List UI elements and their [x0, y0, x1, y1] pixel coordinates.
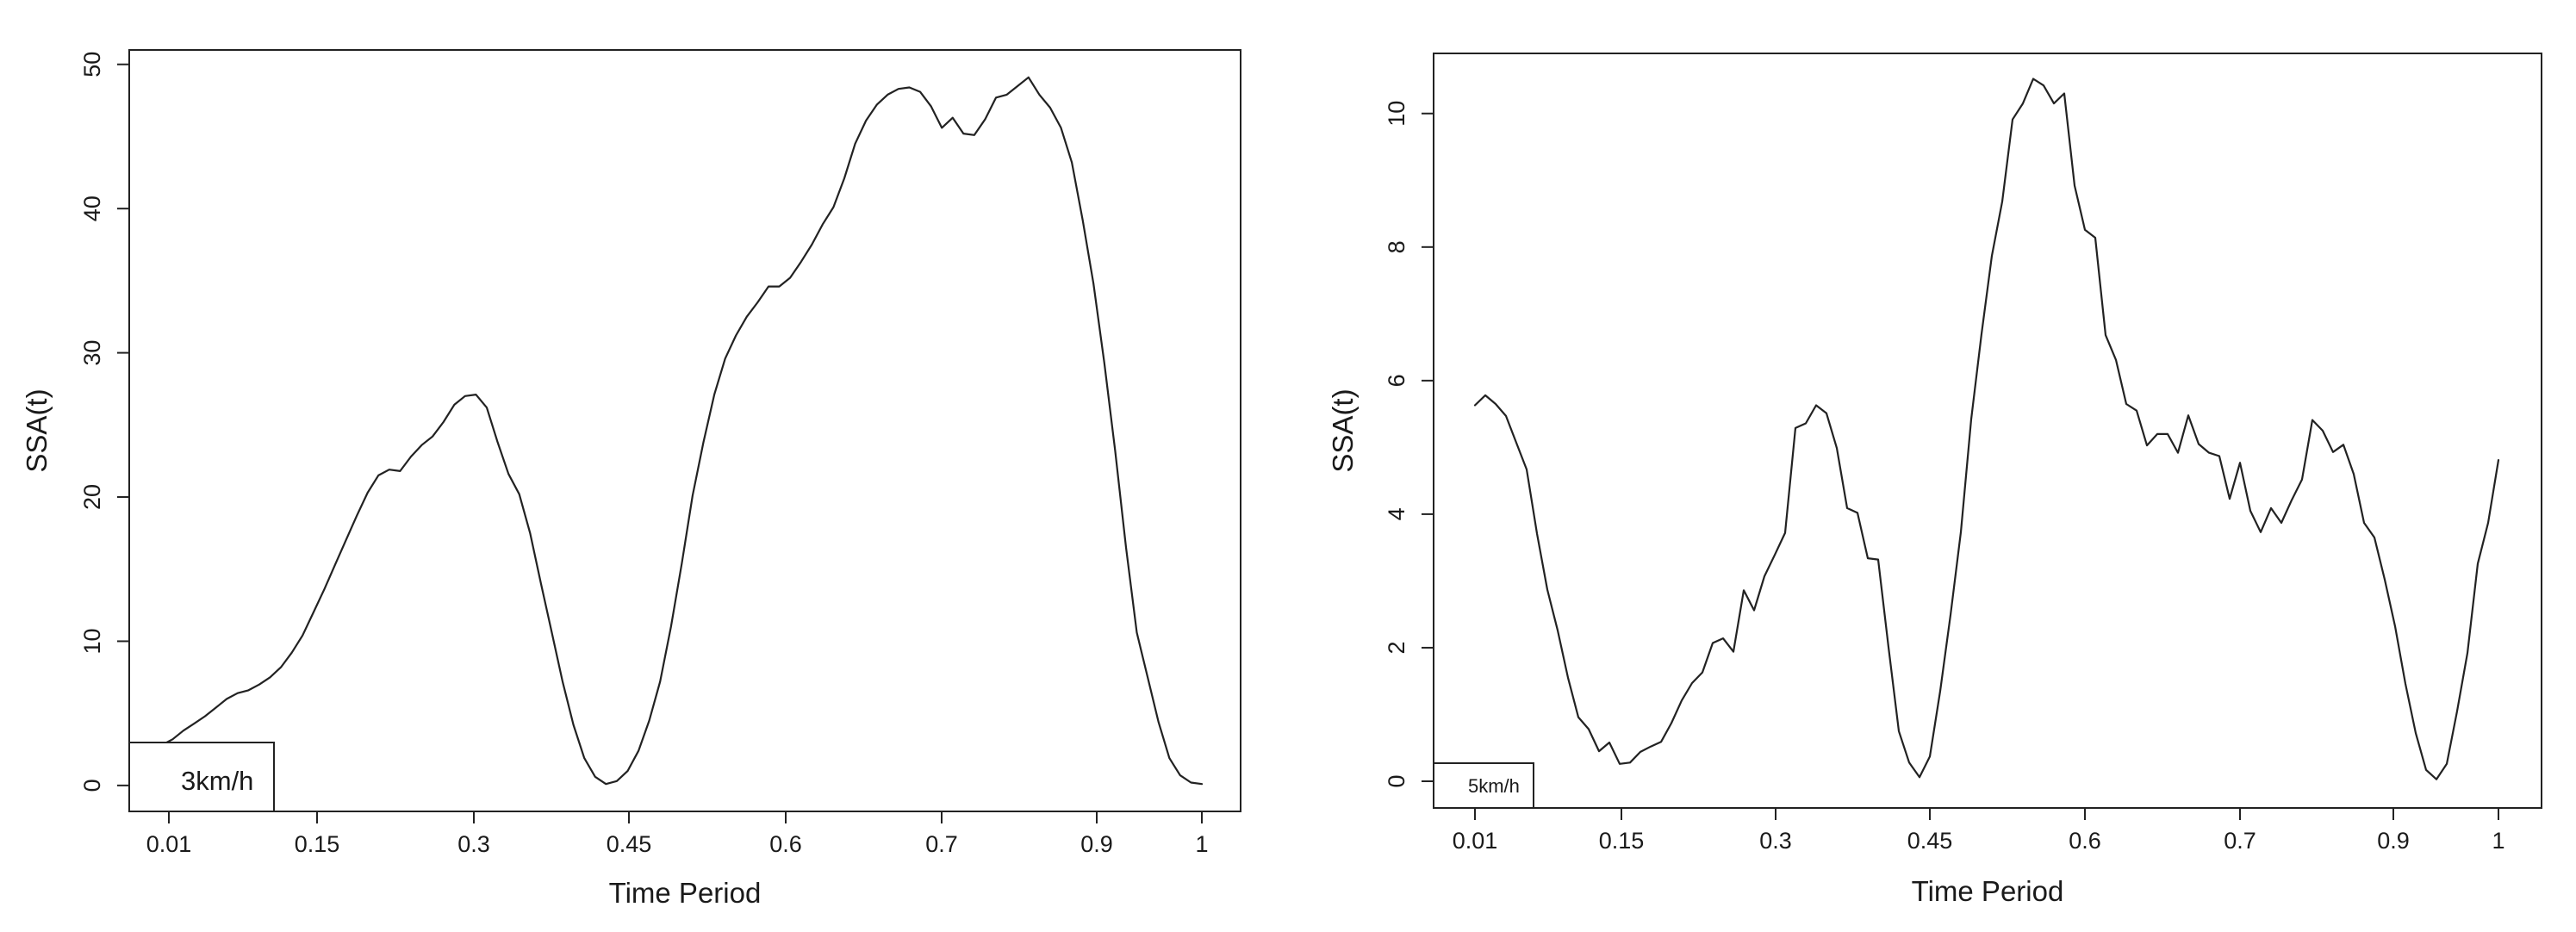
x-tick-label: 0.6	[2069, 828, 2101, 854]
x-tick-label: 0.3	[1759, 828, 1792, 854]
x-tick-label: 0.15	[295, 831, 340, 857]
series-line	[1473, 78, 2500, 780]
x-tick-label: 0.3	[457, 831, 490, 857]
x-axis-title: Time Period	[609, 877, 762, 909]
x-tick-label: 0.15	[1599, 828, 1645, 854]
x-tick-label: 0.9	[2377, 828, 2410, 854]
y-tick-label: 50	[79, 52, 105, 78]
y-tick-label: 4	[1384, 507, 1409, 520]
y-tick-label: 40	[79, 196, 105, 221]
x-tick-label: 1	[2492, 828, 2504, 854]
y-tick-label: 2	[1384, 641, 1409, 654]
y-tick-label: 6	[1384, 374, 1409, 387]
chart-panel-3kmh: 0.01 0.15 0.3 0.45 0.6 0.7 0.9 101020304050Time…	[21, 49, 1241, 909]
x-tick-label: 0.45	[607, 831, 652, 857]
plot-frame	[128, 49, 1241, 812]
x-tick-label: 0.45	[1907, 828, 1953, 854]
y-tick-label: 30	[79, 340, 105, 366]
x-tick-label: 0.7	[2224, 828, 2256, 854]
x-tick-label: 0.01	[146, 831, 192, 857]
x-tick-label: 0.9	[1080, 831, 1113, 857]
y-tick-label: 10	[1384, 101, 1409, 127]
plot-frame	[1433, 53, 2542, 809]
y-tick-label: 0	[79, 779, 105, 792]
legend-label: 5km/h	[1468, 775, 1520, 797]
x-tick-label: 0.6	[769, 831, 802, 857]
y-axis-title: SSA(t)	[21, 388, 53, 472]
y-tick-label: 0	[1384, 774, 1409, 787]
x-tick-label: 0.7	[925, 831, 958, 857]
x-axis-title: Time Period	[1912, 875, 2064, 907]
y-tick-label: 20	[79, 484, 105, 510]
y-axis-title: SSA(t)	[1327, 388, 1359, 472]
y-tick-label: 8	[1384, 240, 1409, 253]
legend-label: 3km/h	[181, 766, 253, 796]
legend-box	[128, 742, 275, 812]
x-tick-label: 1	[1195, 831, 1208, 857]
legend-box	[1433, 762, 1534, 809]
x-tick-label: 0.01	[1453, 828, 1498, 854]
series-line	[128, 76, 1204, 786]
y-tick-label: 10	[79, 628, 105, 654]
